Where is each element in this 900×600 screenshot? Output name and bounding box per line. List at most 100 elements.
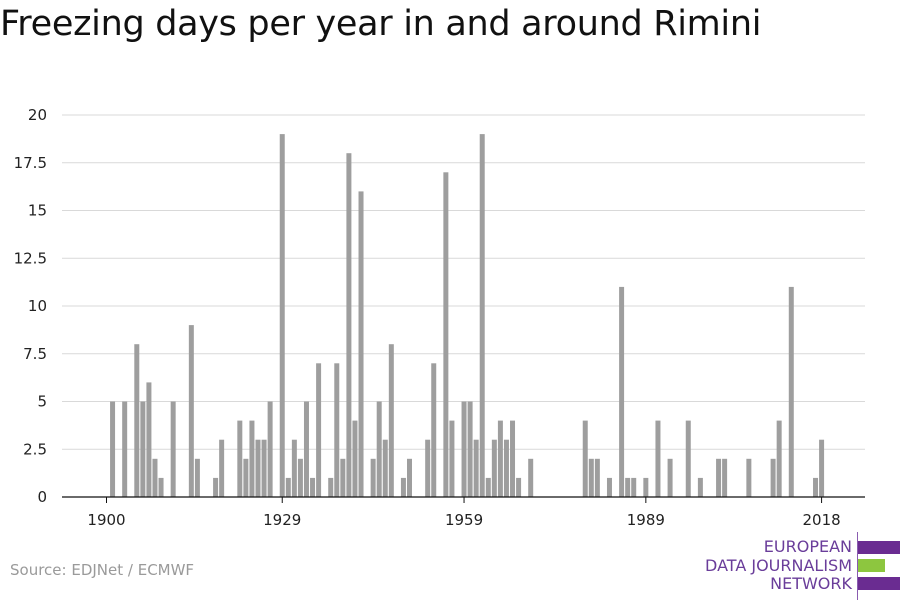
bar-1927 — [267, 401, 273, 497]
bar-2010 — [770, 458, 776, 497]
bar-1986 — [625, 477, 631, 497]
bar-1960 — [467, 401, 473, 497]
x-axis: 1900 1929 1959 1989 2018 — [62, 496, 865, 529]
logo-divider — [857, 532, 858, 600]
bar-1954 — [431, 363, 437, 497]
chart-title: Freezing days per year in and around Rim… — [0, 4, 762, 44]
edjnet-logo: EUROPEAN DATA JOURNALISM NETWORK — [700, 532, 900, 600]
y-tick-label: 0 — [37, 488, 47, 506]
bar-1970 — [528, 458, 534, 497]
bar-1911 — [170, 401, 176, 497]
bar-1987 — [631, 477, 637, 497]
logo-text: EUROPEAN DATA JOURNALISM NETWORK — [705, 537, 852, 594]
bar-1937 — [328, 477, 334, 497]
bar-1989 — [643, 477, 649, 497]
bar-1983 — [606, 477, 612, 497]
bar-1908 — [152, 458, 158, 497]
bar-1932 — [297, 458, 303, 497]
bar-2013 — [788, 286, 794, 497]
bar-1922 — [237, 420, 243, 497]
bar-1915 — [194, 458, 200, 497]
bar-1934 — [310, 477, 316, 497]
bar-1964 — [491, 439, 497, 497]
bar-1961 — [473, 439, 479, 497]
y-tick-label: 20 — [28, 106, 47, 124]
bar-2011 — [776, 420, 782, 497]
y-tick-label: 15 — [28, 202, 47, 220]
bar-1966 — [503, 439, 509, 497]
bar-1942 — [358, 191, 364, 497]
bar-1950 — [407, 458, 412, 497]
y-axis-labels: 0 2.5 5 7.5 10 12.5 15 17.5 20 — [14, 106, 47, 506]
bar-1929 — [279, 134, 285, 497]
bar-1953 — [425, 439, 431, 497]
x-tick-label: 2018 — [802, 511, 840, 529]
x-tick-label: 1989 — [627, 511, 665, 529]
bar-1926 — [261, 439, 267, 497]
y-tick-label: 17.5 — [14, 154, 47, 172]
bar-1968 — [516, 477, 522, 497]
bar-1941 — [352, 420, 358, 497]
y-tick-label: 5 — [37, 393, 47, 411]
bar-1947 — [388, 344, 394, 497]
bar-1959 — [461, 401, 467, 497]
bar-1935 — [316, 363, 322, 497]
bar-1946 — [382, 439, 388, 497]
bars — [110, 134, 825, 498]
bar-1907 — [146, 382, 152, 497]
x-tick-label: 1929 — [263, 511, 301, 529]
bar-1925 — [255, 439, 261, 497]
bar-1980 — [588, 458, 594, 497]
gridlines — [62, 114, 865, 450]
bar-1945 — [376, 401, 382, 497]
bar-1998 — [697, 477, 703, 497]
logo-bar-middle — [858, 559, 885, 572]
bar-1914 — [188, 325, 194, 497]
bar-1940 — [346, 153, 352, 497]
logo-bar-bottom — [858, 577, 900, 590]
bar-1918 — [213, 477, 219, 497]
bar-1938 — [334, 363, 340, 497]
logo-line-1: EUROPEAN — [763, 537, 852, 556]
bar-1965 — [497, 420, 503, 497]
y-tick-label: 10 — [28, 297, 47, 315]
bar-2002 — [722, 458, 728, 497]
bar-1905 — [134, 344, 140, 497]
logo-bar-top — [858, 541, 900, 554]
bar-1944 — [370, 458, 376, 497]
bar-2017 — [813, 477, 819, 497]
bar-2001 — [716, 458, 722, 497]
bar-1909 — [158, 477, 164, 497]
bar-1996 — [685, 420, 691, 497]
bar-1963 — [485, 477, 491, 497]
bar-1931 — [291, 439, 297, 497]
logo-line-2: DATA JOURNALISM — [705, 555, 852, 575]
bar-1979 — [582, 420, 588, 497]
y-tick-label: 12.5 — [14, 249, 47, 267]
bar-1903 — [122, 401, 128, 497]
x-tick-label: 1900 — [87, 511, 125, 529]
bar-1919 — [219, 439, 225, 497]
bar-1957 — [449, 420, 455, 497]
bar-1939 — [340, 458, 346, 497]
logo-line-3: NETWORK — [770, 574, 852, 593]
bar-1985 — [619, 286, 625, 497]
bar-1933 — [303, 401, 309, 497]
bar-1949 — [400, 477, 406, 497]
y-tick-label: 2.5 — [23, 440, 47, 458]
bar-1923 — [243, 458, 249, 497]
bar-1991 — [655, 420, 661, 497]
bar-2018 — [819, 439, 825, 497]
x-tick-label: 1959 — [445, 511, 483, 529]
bar-1924 — [249, 420, 255, 497]
bar-1967 — [510, 420, 516, 497]
bar-1993 — [667, 458, 673, 497]
bar-1901 — [110, 401, 116, 497]
bar-1981 — [594, 458, 600, 497]
bar-1956 — [443, 172, 449, 498]
bar-2006 — [746, 458, 752, 497]
bar-1930 — [285, 477, 291, 497]
y-tick-label: 7.5 — [23, 345, 47, 363]
bar-1962 — [479, 134, 485, 497]
